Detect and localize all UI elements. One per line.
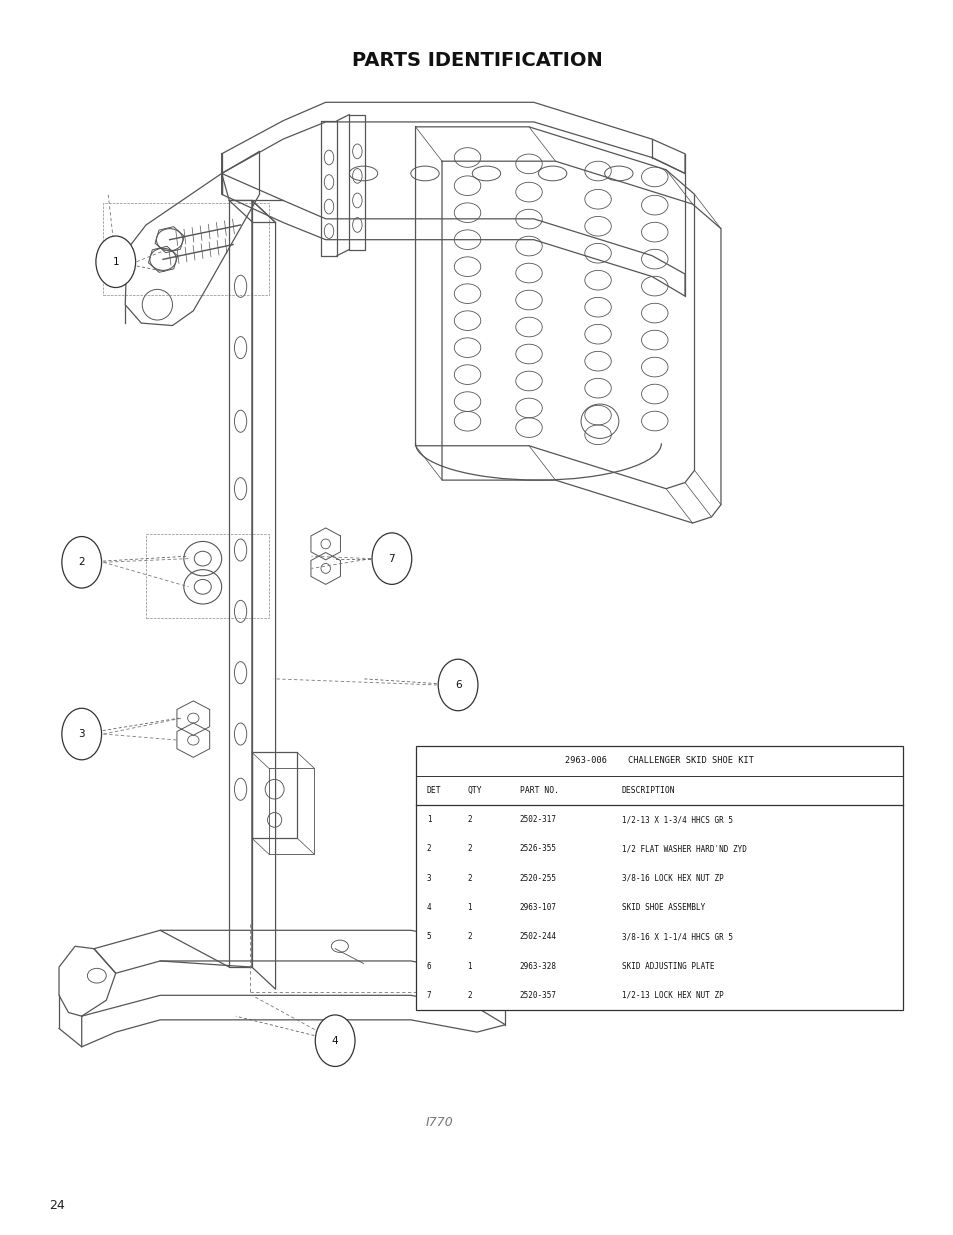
- Circle shape: [551, 813, 591, 864]
- Text: 7: 7: [426, 990, 431, 1000]
- Text: I770: I770: [425, 1116, 453, 1129]
- Circle shape: [62, 709, 101, 760]
- Circle shape: [62, 536, 101, 588]
- Text: 1/2 FLAT WASHER HARD'ND ZYD: 1/2 FLAT WASHER HARD'ND ZYD: [621, 845, 746, 853]
- Text: PART NO.: PART NO.: [519, 785, 558, 795]
- Bar: [416, 746, 902, 1010]
- Text: 2520-255: 2520-255: [519, 873, 556, 883]
- Text: 5: 5: [426, 932, 431, 941]
- Text: DET: DET: [426, 785, 441, 795]
- Text: 2963-006    CHALLENGER SKID SHOE KIT: 2963-006 CHALLENGER SKID SHOE KIT: [564, 757, 753, 766]
- Text: 2: 2: [467, 932, 472, 941]
- Text: 4: 4: [332, 1036, 338, 1046]
- Circle shape: [96, 236, 135, 288]
- Text: 3/8-16 X 1-1/4 HHCS GR 5: 3/8-16 X 1-1/4 HHCS GR 5: [621, 932, 732, 941]
- Text: 24: 24: [50, 1199, 65, 1213]
- Circle shape: [437, 659, 477, 710]
- Text: 2963-107: 2963-107: [519, 903, 556, 911]
- Text: 2: 2: [467, 873, 472, 883]
- Text: 4: 4: [426, 903, 431, 911]
- Text: QTY: QTY: [467, 785, 481, 795]
- Text: DESCRIPTION: DESCRIPTION: [621, 785, 675, 795]
- Text: 5: 5: [568, 834, 575, 844]
- Text: 2: 2: [78, 557, 85, 567]
- Text: PARTS IDENTIFICATION: PARTS IDENTIFICATION: [352, 51, 601, 70]
- Text: 1/2-13 LOCK HEX NUT ZP: 1/2-13 LOCK HEX NUT ZP: [621, 990, 722, 1000]
- Text: 2: 2: [467, 845, 472, 853]
- Text: SKID SHOE ASSEMBLY: SKID SHOE ASSEMBLY: [621, 903, 704, 911]
- Text: 3: 3: [78, 729, 85, 739]
- Text: 2: 2: [426, 845, 431, 853]
- Text: 2502-317: 2502-317: [519, 815, 556, 824]
- Text: 1: 1: [426, 815, 431, 824]
- Text: SKID ADJUSTING PLATE: SKID ADJUSTING PLATE: [621, 962, 714, 971]
- Text: 2526-355: 2526-355: [519, 845, 556, 853]
- Text: 1/2-13 X 1-3/4 HHCS GR 5: 1/2-13 X 1-3/4 HHCS GR 5: [621, 815, 732, 824]
- Text: 7: 7: [388, 553, 395, 563]
- Text: 1: 1: [467, 962, 472, 971]
- Text: 2502-244: 2502-244: [519, 932, 556, 941]
- Text: 3: 3: [426, 873, 431, 883]
- Text: 2963-328: 2963-328: [519, 962, 556, 971]
- Text: 2: 2: [467, 815, 472, 824]
- Text: 3/8-16 LOCK HEX NUT ZP: 3/8-16 LOCK HEX NUT ZP: [621, 873, 722, 883]
- Circle shape: [314, 1015, 355, 1067]
- Text: 1: 1: [467, 903, 472, 911]
- Text: 2: 2: [467, 990, 472, 1000]
- Text: 6: 6: [455, 680, 461, 690]
- Text: 2520-357: 2520-357: [519, 990, 556, 1000]
- Text: 1: 1: [112, 257, 119, 267]
- Text: 6: 6: [426, 962, 431, 971]
- Circle shape: [372, 532, 412, 584]
